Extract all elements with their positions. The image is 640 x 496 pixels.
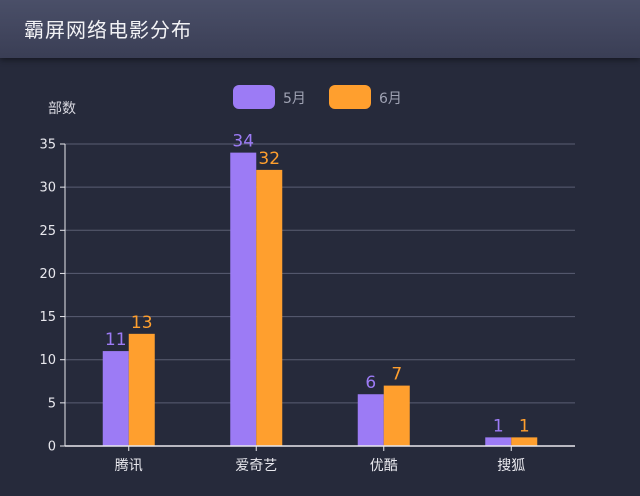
- data-label: 7: [391, 365, 402, 385]
- x-tick-label: 优酷: [370, 458, 398, 474]
- header-bar: 霸屏网络电影分布: [0, 0, 640, 58]
- page-title: 霸屏网络电影分布: [24, 18, 192, 42]
- x-tick-label: 腾讯: [115, 457, 143, 474]
- data-label: 1: [493, 416, 504, 436]
- y-tick-label: 35: [39, 138, 56, 153]
- bar-june: [256, 169, 283, 446]
- data-label: 1: [519, 416, 530, 436]
- x-tick-label: 搜狐: [497, 458, 525, 474]
- bar-may: [485, 437, 512, 446]
- y-axis-label: 部数: [48, 101, 76, 117]
- y-tick-label: 0: [48, 440, 56, 455]
- y-tick-label: 10: [39, 353, 56, 368]
- y-tick-label: 30: [39, 181, 56, 196]
- legend: 5月 6月: [233, 85, 402, 109]
- bar-june: [511, 437, 538, 446]
- data-label: 32: [258, 149, 280, 169]
- y-tick-label: 15: [39, 310, 56, 325]
- data-label: 13: [131, 313, 153, 333]
- bar-may: [357, 394, 384, 446]
- y-tick-label: 5: [48, 396, 56, 411]
- bar-may: [230, 152, 257, 446]
- y-tick-label: 25: [39, 224, 56, 239]
- data-label: 34: [232, 132, 254, 152]
- legend-label: 5月: [283, 91, 306, 107]
- x-tick-label: 爱奇艺: [235, 457, 277, 474]
- legend-label: 6月: [379, 91, 402, 107]
- y-axis-ticks: 0 5 10 15 20 25 30 35: [39, 138, 65, 455]
- legend-swatch: [233, 85, 275, 109]
- bar-june: [383, 385, 410, 446]
- x-axis: 腾讯 爱奇艺 优酷 搜狐: [64, 144, 575, 474]
- legend-swatch: [329, 85, 371, 109]
- data-label: 6: [365, 373, 376, 393]
- y-tick-label: 20: [39, 267, 56, 282]
- data-label: 11: [105, 330, 127, 350]
- bar-may: [102, 351, 129, 446]
- bar-june: [128, 333, 155, 446]
